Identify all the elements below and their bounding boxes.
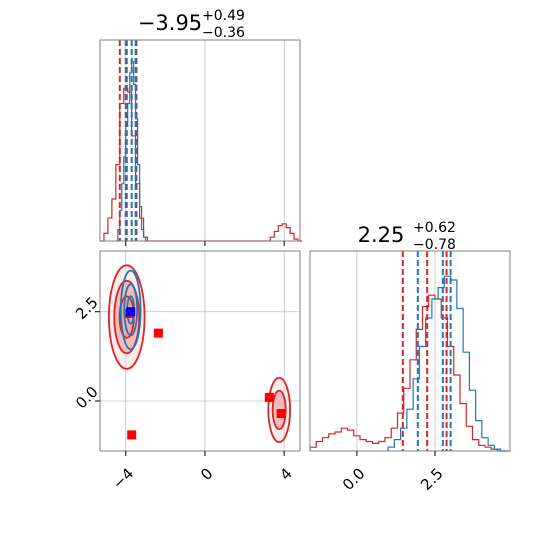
scatter-ytick-label: 2.5 bbox=[72, 293, 102, 323]
red-marker bbox=[264, 392, 274, 402]
hist-2-title-upper-error: +0.62 bbox=[413, 220, 456, 236]
scatter-frame bbox=[99, 250, 301, 452]
hist-2-xtick-label: 0.0 bbox=[339, 464, 369, 494]
hist-2-frame bbox=[309, 250, 511, 452]
contour-blue-1-level-0 bbox=[119, 269, 142, 351]
histogram-panel-param-2: 0.0 2.5 2.25 +0.62−0.78 bbox=[309, 220, 511, 494]
hist-2-blue-histogram bbox=[387, 275, 507, 452]
scatter-xtick-label: −4 bbox=[109, 464, 137, 492]
hist-2-xtick-label: 2.5 bbox=[417, 464, 447, 494]
hist-1-red-histogram bbox=[100, 87, 302, 242]
joint-density-panel: −4 0 4 0.0 2.5 bbox=[72, 250, 301, 493]
hist-2-red-histogram bbox=[309, 294, 510, 452]
hist-1-title-lower-error: −0.36 bbox=[202, 25, 245, 41]
hist-1-frame bbox=[99, 39, 301, 242]
histogram-panel-param-1: −3.95 +0.49−0.36 bbox=[99, 8, 302, 246]
red-marker bbox=[127, 430, 137, 440]
hist-1-title-value: −3.95 bbox=[138, 11, 202, 35]
red-marker bbox=[276, 409, 286, 418]
hist-2-title-value: 2.25 bbox=[358, 223, 405, 247]
hist-1-title-upper-error: +0.49 bbox=[202, 8, 245, 24]
contour-blue-1-level-1 bbox=[123, 283, 139, 337]
scatter-xtick-label: 0 bbox=[197, 464, 216, 483]
hist-2-title-lower-error: −0.78 bbox=[413, 237, 456, 253]
blue-marker bbox=[126, 307, 136, 317]
scatter-ytick-label: 0.0 bbox=[72, 383, 102, 413]
red-marker bbox=[153, 328, 163, 338]
scatter-xtick-label: 4 bbox=[276, 464, 295, 483]
